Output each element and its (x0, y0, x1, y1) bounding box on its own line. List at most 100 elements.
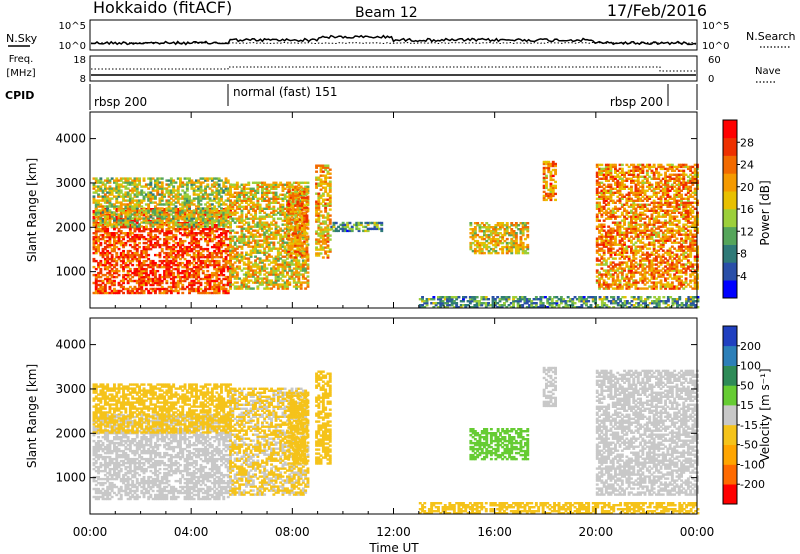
range-time-cell (99, 253, 103, 257)
range-time-cell (122, 279, 125, 283)
range-time-cell (231, 185, 235, 188)
range-time-cell (179, 185, 182, 188)
range-time-cell (231, 255, 235, 258)
range-time-cell (199, 232, 203, 235)
range-time-cell (261, 195, 264, 198)
range-time-cell (103, 217, 107, 220)
range-time-cell (195, 205, 198, 208)
range-time-cell (169, 281, 173, 285)
range-time-cell (133, 273, 137, 277)
range-time-cell (179, 261, 182, 265)
range-time-cell (265, 183, 269, 186)
range-time-cell (99, 221, 103, 224)
range-time-cell (224, 275, 228, 279)
range-time-cell (176, 279, 180, 283)
range-time-cell (165, 263, 169, 267)
range-time-cell (156, 277, 160, 281)
range-time-cell (179, 222, 182, 225)
range-time-cell (167, 217, 171, 220)
range-time-cell (213, 219, 217, 222)
range-time-cell (240, 221, 244, 224)
range-time-cell (217, 191, 221, 194)
range-time-cell (206, 259, 210, 263)
range-time-cell (185, 215, 189, 218)
range-time-cell (231, 267, 235, 270)
range-time-cell (133, 287, 137, 291)
range-time-cell (201, 211, 205, 214)
range-time-cell (92, 216, 96, 219)
range-time-cell (108, 214, 112, 217)
range-time-cell (165, 187, 169, 190)
range-time-cell (328, 180, 332, 183)
range-time-cell (215, 177, 219, 180)
range-time-cell (231, 239, 235, 242)
range-time-cell (138, 181, 141, 184)
range-time-cell (242, 263, 246, 266)
range-time-cell (108, 261, 112, 265)
range-time-cell (192, 191, 196, 194)
range-time-cell (110, 275, 114, 279)
range-time-cell (174, 217, 178, 220)
range-time-cell (151, 271, 155, 275)
range-time-cell (229, 193, 232, 196)
range-time-cell (554, 198, 557, 202)
range-time-cell (213, 215, 217, 218)
range-time-cell (190, 281, 194, 285)
range-time-cell (215, 291, 219, 295)
freq-panel (89, 55, 698, 82)
range-time-cell (240, 241, 244, 244)
range-time-cell (119, 205, 123, 208)
range-time-cell (279, 203, 283, 206)
range-time-cell (281, 273, 285, 276)
range-time-cell (174, 230, 178, 233)
range-time-cell (247, 227, 251, 230)
range-time-cell (140, 285, 144, 289)
range-time-cell (172, 289, 176, 293)
range-time-cell (131, 251, 135, 255)
range-time-cell (215, 189, 219, 192)
range-time-cell (169, 247, 173, 251)
range-time-cell (117, 218, 121, 221)
range-time-cell (97, 193, 100, 196)
range-time-cell (154, 219, 157, 222)
range-time-cell (115, 210, 119, 213)
range-time-cell (229, 201, 232, 204)
range-time-cell (122, 211, 125, 214)
range-time-cell (213, 177, 217, 180)
range-time-cell (165, 255, 169, 259)
range-time-cell (208, 287, 212, 291)
range-time-cell (249, 199, 253, 202)
range-time-cell (261, 251, 264, 254)
range-time-cell (147, 228, 151, 231)
range-time-cell (181, 285, 185, 289)
range-time-cell (231, 183, 235, 186)
range-time-cell (229, 249, 232, 252)
range-time-cell (213, 291, 217, 295)
range-time-cell (122, 241, 125, 245)
range-time-cell (240, 247, 244, 250)
range-time-cell (226, 213, 230, 216)
range-time-cell (359, 221, 363, 225)
range-time-cell (108, 216, 112, 219)
range-time-cell (128, 243, 132, 247)
range-time-cell (256, 275, 260, 278)
range-time-cell (256, 265, 260, 268)
range-time-cell (222, 183, 226, 186)
range-time-cell (135, 279, 139, 283)
range-time-cell (220, 216, 223, 219)
range-time-cell (258, 243, 262, 246)
range-time-cell (233, 249, 237, 252)
range-time-cell (272, 241, 276, 244)
range-time-cell (169, 209, 173, 212)
range-time-cell (545, 174, 548, 178)
range-time-cell (231, 229, 235, 232)
range-time-cell (190, 213, 194, 216)
range-time-cell (169, 189, 173, 192)
range-time-cell (242, 233, 246, 236)
range-time-cell (94, 213, 98, 216)
range-time-cell (270, 231, 273, 234)
range-time-cell (179, 257, 182, 261)
range-time-cell (160, 203, 164, 206)
range-time-cell (188, 219, 191, 222)
range-time-cell (217, 197, 221, 200)
